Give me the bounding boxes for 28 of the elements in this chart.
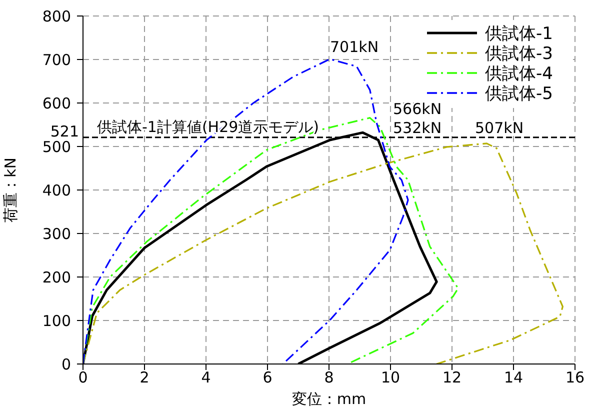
- annotation: 507kN: [475, 119, 524, 137]
- y-tick-label: 200: [42, 268, 71, 286]
- y-tick-label: 100: [42, 312, 71, 330]
- legend-label: 供試体-4: [485, 64, 553, 84]
- x-tick-label: 0: [78, 368, 88, 387]
- x-tick-label: 16: [565, 368, 585, 387]
- y-tick-label: 400: [42, 181, 71, 200]
- y-tick-label: 700: [42, 50, 71, 69]
- y-axis-title: 荷重：kN: [1, 158, 20, 222]
- x-tick-label: 14: [504, 368, 524, 387]
- y-tick-label: 600: [42, 94, 71, 112]
- legend-label: 供試体-3: [485, 44, 553, 64]
- legend-label: 供試体-5: [485, 84, 553, 104]
- x-tick-label: 12: [442, 368, 462, 387]
- x-tick-label: 2: [140, 368, 150, 387]
- legend-label: 供試体-1: [485, 24, 553, 44]
- x-tick-label: 4: [201, 368, 211, 387]
- annotation: 566kN: [393, 100, 442, 118]
- y-tick-label: 800: [42, 7, 71, 26]
- x-tick-label: 10: [380, 368, 400, 387]
- annotation: 701kN: [330, 38, 379, 56]
- x-tick-label: 8: [324, 368, 334, 387]
- y-tick-label: 300: [42, 224, 71, 243]
- line-series: [83, 142, 564, 364]
- x-axis-title: 変位：mm: [292, 390, 366, 408]
- annotation: 532kN: [393, 119, 442, 137]
- x-tick-label: 6: [262, 368, 272, 387]
- y-tick-label: 0: [61, 355, 71, 374]
